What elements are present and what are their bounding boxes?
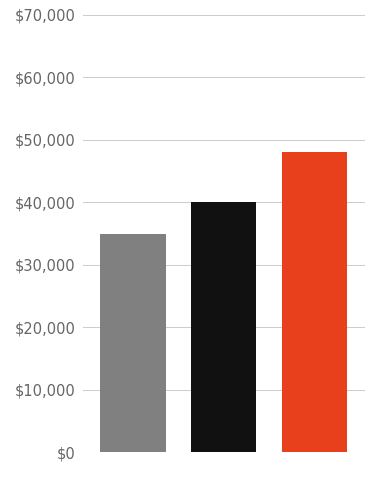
Bar [191,202,256,452]
Bar [282,153,347,452]
Bar [100,234,165,452]
